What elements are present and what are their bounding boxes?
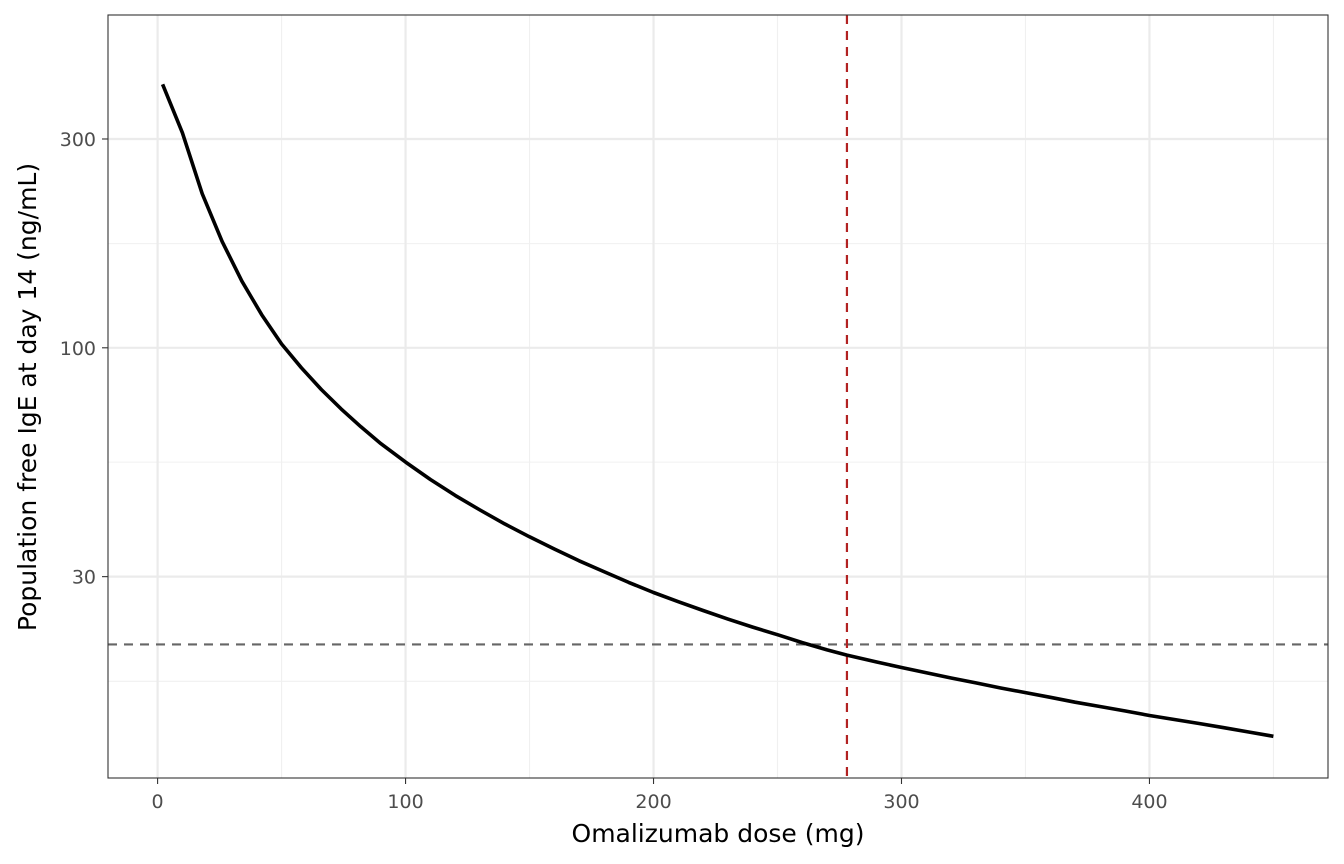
x-tick-label: 200 xyxy=(635,791,671,813)
x-tick-label: 100 xyxy=(387,791,423,813)
series-layer xyxy=(160,83,1274,739)
plot-panel-border xyxy=(107,14,1329,779)
reference-lines xyxy=(108,15,1328,778)
minor-gridlines xyxy=(108,15,1328,778)
axis-tick-labels: 0 100 200 300 400 30 100 300 xyxy=(60,129,1168,813)
y-tick-label: 30 xyxy=(72,567,96,589)
x-tick-label: 0 xyxy=(152,791,164,813)
x-axis-title: Omalizumab dose (mg) xyxy=(572,819,865,848)
y-axis-title: Population free IgE at day 14 (ng/mL) xyxy=(13,163,42,631)
y-tick-label: 100 xyxy=(60,338,96,360)
axis-ticks xyxy=(102,138,1151,784)
major-gridlines xyxy=(108,15,1328,778)
x-tick-label: 300 xyxy=(883,791,919,813)
y-tick-label: 300 xyxy=(60,129,96,151)
x-tick-label: 400 xyxy=(1131,791,1167,813)
dose-response-curve xyxy=(160,83,1274,739)
